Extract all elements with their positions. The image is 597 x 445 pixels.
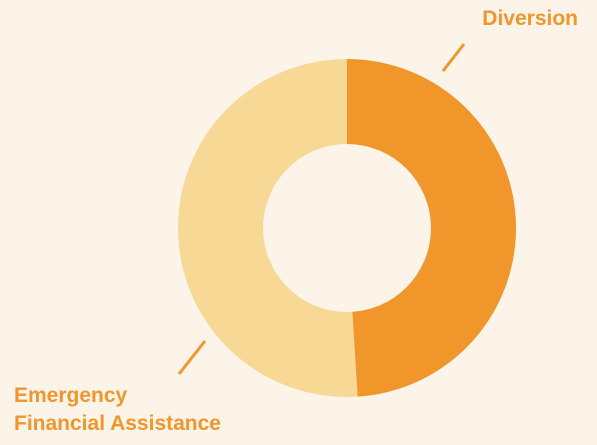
leader-line-emergency-financial-assistance [177,340,207,375]
leader-line-diversion [441,43,466,72]
slice-label-emergency-financial-assistance: Emergency Financial Assistance [14,382,221,438]
slice-diversion [347,59,516,397]
slice-label-line-1: Emergency [14,384,128,407]
slice-label-diversion: Diversion [482,5,578,33]
slice-label-diversion-text: Diversion [482,7,578,30]
donut-hole [263,144,431,312]
slice-label-line-2: Financial Assistance [14,412,221,435]
